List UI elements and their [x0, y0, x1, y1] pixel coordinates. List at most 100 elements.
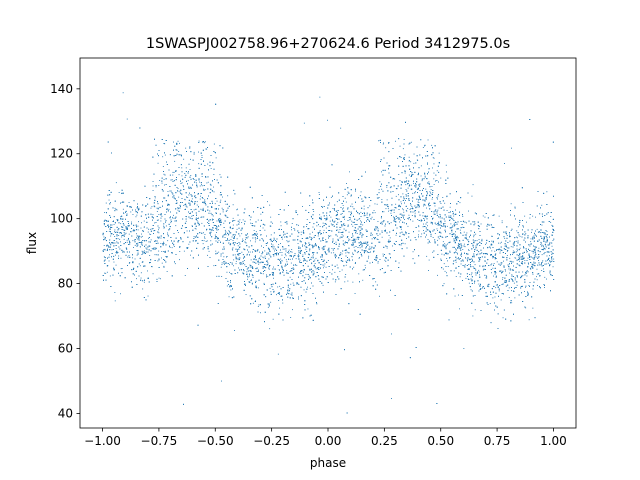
data-point	[442, 237, 444, 238]
data-point	[389, 237, 391, 239]
data-point	[114, 236, 116, 237]
data-point	[479, 253, 481, 255]
data-point	[279, 269, 280, 271]
data-point	[162, 243, 164, 245]
data-point	[418, 234, 419, 236]
data-point	[426, 207, 427, 209]
data-point	[139, 236, 141, 238]
data-point	[325, 239, 327, 241]
data-point	[164, 154, 166, 156]
data-point	[234, 254, 236, 256]
data-point	[222, 196, 223, 198]
data-point	[149, 255, 151, 256]
data-point	[140, 272, 142, 274]
data-point	[541, 270, 543, 271]
data-point	[532, 215, 534, 217]
data-point	[213, 186, 214, 188]
data-point	[404, 154, 406, 156]
data-point	[290, 317, 292, 318]
data-point	[332, 220, 334, 222]
data-point	[431, 144, 433, 146]
data-point	[320, 219, 322, 221]
data-point	[293, 255, 295, 257]
data-point	[416, 204, 418, 206]
data-point	[163, 179, 165, 180]
data-point	[329, 272, 331, 273]
data-point	[550, 216, 552, 217]
data-point	[335, 215, 337, 217]
data-point	[136, 254, 138, 256]
data-point	[402, 215, 404, 217]
data-point	[282, 302, 284, 304]
data-point	[440, 177, 442, 179]
data-point	[341, 234, 343, 235]
data-point	[151, 248, 153, 249]
data-point	[429, 242, 431, 243]
data-point	[395, 140, 396, 142]
data-point	[552, 266, 554, 268]
data-point	[189, 213, 190, 214]
data-point	[123, 212, 124, 214]
data-point	[537, 285, 538, 286]
data-point	[510, 203, 512, 205]
data-point	[267, 261, 269, 263]
data-point	[136, 233, 137, 235]
data-point	[152, 185, 154, 187]
data-point	[255, 300, 256, 302]
data-point	[473, 236, 475, 238]
data-point	[364, 213, 366, 215]
data-point	[140, 242, 141, 243]
data-point	[323, 260, 325, 262]
data-point	[422, 215, 424, 217]
data-point	[367, 242, 368, 244]
data-point	[381, 232, 383, 233]
data-point	[376, 203, 378, 205]
data-point	[132, 240, 134, 242]
data-point	[406, 210, 408, 212]
data-point	[206, 148, 208, 150]
data-point	[355, 238, 357, 240]
data-point	[493, 263, 495, 264]
data-point	[490, 247, 491, 249]
data-point	[204, 141, 206, 143]
data-point	[336, 214, 338, 216]
data-point	[291, 229, 292, 231]
data-point	[106, 271, 108, 273]
data-point	[152, 214, 154, 216]
data-point	[522, 275, 524, 277]
data-point	[167, 194, 169, 196]
data-point	[212, 215, 214, 217]
data-point	[446, 258, 448, 259]
data-point	[216, 229, 218, 231]
data-point	[431, 198, 433, 200]
data-point	[511, 147, 512, 149]
data-point	[268, 268, 270, 270]
data-point	[202, 207, 204, 209]
data-point	[211, 218, 213, 220]
data-point	[530, 241, 532, 243]
data-point	[540, 264, 542, 266]
data-point	[114, 300, 116, 302]
data-point	[313, 271, 315, 273]
data-point	[531, 266, 532, 268]
data-point	[366, 231, 368, 232]
data-point	[394, 217, 395, 219]
data-point	[233, 265, 234, 267]
data-point	[227, 195, 229, 197]
data-point	[424, 145, 425, 147]
data-point	[442, 197, 444, 198]
data-point	[247, 278, 248, 280]
data-point	[290, 283, 292, 285]
data-point	[398, 174, 400, 175]
data-point	[391, 333, 392, 335]
data-point	[468, 282, 470, 284]
data-point	[370, 218, 372, 219]
data-point	[179, 191, 181, 193]
data-point	[213, 174, 215, 175]
data-point	[399, 221, 400, 223]
data-point	[122, 208, 124, 210]
data-point	[481, 238, 483, 240]
data-point	[440, 232, 442, 234]
data-point	[339, 226, 341, 228]
data-point	[316, 303, 318, 305]
